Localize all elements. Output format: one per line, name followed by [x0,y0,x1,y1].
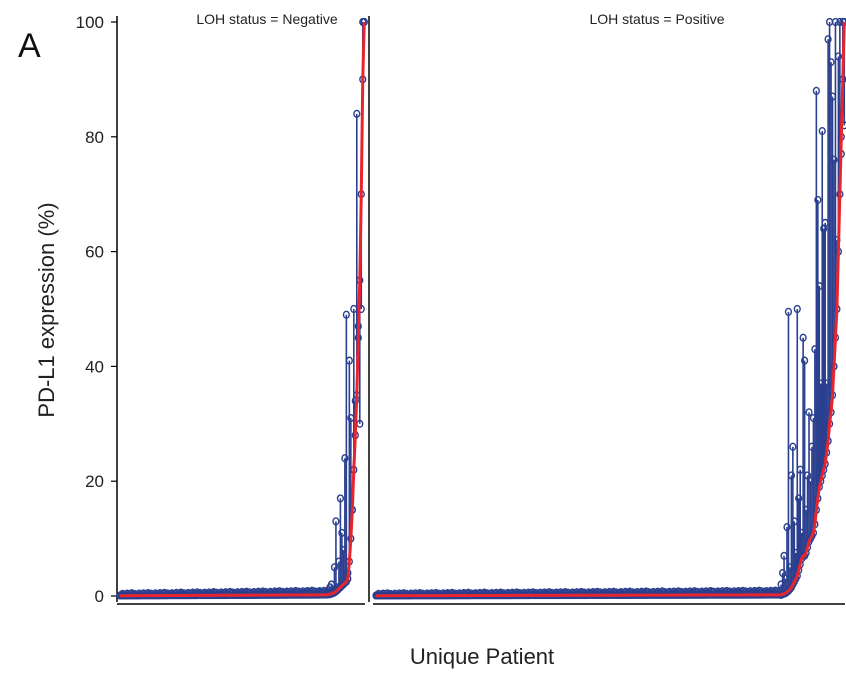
patient-max-point [828,92,837,101]
patient-max-point [802,505,810,515]
patient-max-point [789,442,797,451]
patient-max-point [827,58,835,67]
patient-max-point [815,281,823,291]
patient-max-point [332,517,340,526]
patient-max-point [786,563,794,572]
patient-max-point [793,304,801,314]
patient-max-point [347,413,355,423]
patient-max-point [836,17,844,27]
sorted-value-line [119,21,366,598]
patient-max-point [338,528,346,537]
patient-max-point [335,557,343,566]
patient-max-point [787,471,795,480]
patient-max-point [781,574,790,583]
y-tick-label: 60 [85,243,104,262]
patient-max-point [806,477,815,486]
patient-max-point [809,413,818,423]
patient-max-point [350,304,358,314]
patient-max-point [831,17,840,27]
patient-max-point [830,155,838,164]
patient-max-point [801,356,809,365]
y-tick-label: 40 [85,357,104,376]
patient-max-point [777,580,785,589]
patient-max-point [792,548,800,558]
patient-max-point [330,563,339,572]
patient-max-point [818,126,826,136]
patient-max-point [814,195,822,205]
patient-max-point [790,517,798,526]
patient-max-point [808,442,816,451]
patient-max-point [341,454,349,463]
y-axis: 0 20 40 60 80 100 [76,13,118,606]
patient-max-point [780,551,788,560]
patient-max-point [834,52,842,61]
patient-max-point [796,465,804,474]
y-tick-label: 0 [95,587,104,606]
patient-max-point [353,109,361,118]
patient-max-point [798,528,806,537]
y-axis-title: PD-L1 expression (%) [34,202,59,417]
facet-strip-label: LOH status = Negative [196,11,337,27]
sorted-value-line [375,21,846,598]
patient-max-point [805,408,813,417]
patient-max-point [795,494,803,503]
patient-max-point [821,218,829,228]
patient-max-point [823,379,831,388]
facet-strip-label: LOH status = Positive [589,11,724,27]
panel-negative: LOH status = Negative [116,11,370,605]
patient-max-point [812,86,820,95]
y-tick-label: 100 [76,13,104,32]
plot-panels: LOH status = Negative LOH status = Positi… [116,11,846,605]
y-tick-label: 20 [85,472,104,491]
patient-max-point [336,494,345,503]
panel-letter: A [18,27,41,65]
patient-max-point [342,310,350,319]
x-axis-title: Unique Patient [410,644,554,669]
panel-positive: LOH status = Positive [372,11,846,605]
patient-max-point [784,307,793,316]
patient-max-point [783,523,791,532]
patient-max-point [811,345,819,354]
patient-max-point [799,333,807,342]
patient-max-point [345,356,353,365]
patient-max-point [339,545,347,555]
patient-max-point [824,35,832,44]
y-tick-label: 80 [85,128,104,147]
